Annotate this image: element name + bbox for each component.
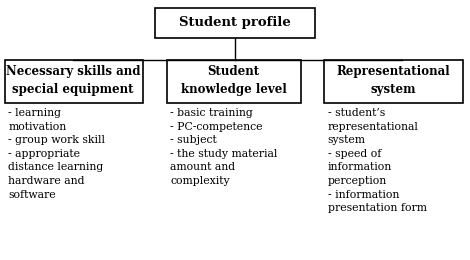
Text: - basic training
- PC-competence
- subject
- the study material
amount and
compl: - basic training - PC-competence - subje… <box>170 108 277 186</box>
Text: Student
knowledge level: Student knowledge level <box>180 65 287 96</box>
FancyBboxPatch shape <box>5 60 143 103</box>
Text: Student profile: Student profile <box>179 16 291 29</box>
FancyBboxPatch shape <box>167 60 301 103</box>
FancyBboxPatch shape <box>324 60 463 103</box>
Text: Necessary skills and
special equipment: Necessary skills and special equipment <box>6 65 140 96</box>
Text: - learning
motivation
- group work skill
- appropriate
distance learning
hardwar: - learning motivation - group work skill… <box>8 108 105 199</box>
Text: - student’s
representational
system
- speed of
information
perception
- informat: - student’s representational system - sp… <box>328 108 427 213</box>
Text: Representational
system: Representational system <box>337 65 450 96</box>
FancyBboxPatch shape <box>155 8 315 38</box>
